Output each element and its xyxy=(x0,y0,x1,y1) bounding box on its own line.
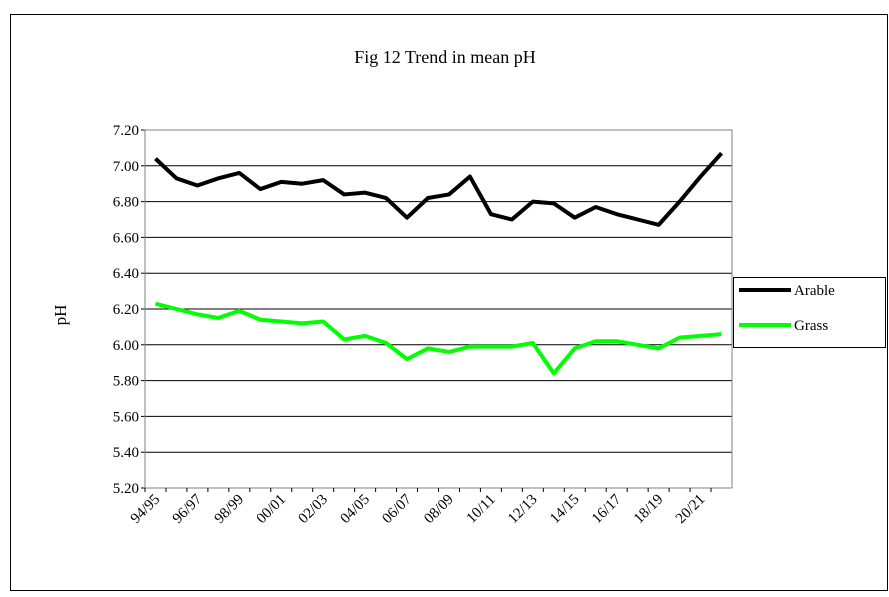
y-axis-label: pH xyxy=(51,305,70,326)
y-tick-label: 7.00 xyxy=(113,159,139,175)
y-tick-label: 6.60 xyxy=(113,230,139,246)
legend-box xyxy=(733,277,886,348)
y-tick-label: 7.20 xyxy=(113,123,139,139)
legend-label: Grass xyxy=(794,318,828,334)
y-tick-label: 6.80 xyxy=(113,195,139,211)
chart-title: Fig 12 Trend in mean pH xyxy=(354,47,536,67)
y-tick-label: 6.00 xyxy=(113,338,139,354)
y-tick-label: 5.60 xyxy=(113,409,139,425)
y-tick-label: 6.20 xyxy=(113,302,139,318)
series-line xyxy=(154,301,722,376)
series-line xyxy=(154,151,724,227)
y-tick-label: 5.20 xyxy=(113,481,139,497)
legend-label: Arable xyxy=(794,283,835,299)
y-tick-label: 6.40 xyxy=(113,266,139,282)
y-tick-label: 5.40 xyxy=(113,445,139,461)
y-tick-label: 5.80 xyxy=(113,374,139,390)
